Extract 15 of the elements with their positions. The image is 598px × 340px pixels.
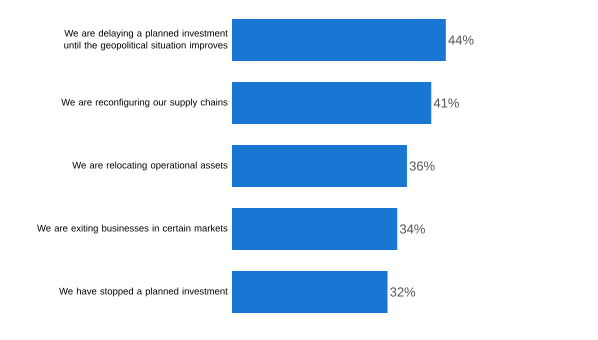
y-tick-label: We are exiting businesses in certain markets — [37, 224, 228, 234]
y-tick-label: We are delaying a planned investment until the geopolitical situation improves — [64, 30, 228, 50]
bar — [232, 271, 388, 314]
y-tick-label: We are reconfiguring our supply chains — [61, 98, 228, 108]
bar — [232, 19, 446, 62]
data-label: 41% — [434, 98, 459, 108]
y-tick-label: We are relocating operational assets — [72, 162, 228, 170]
bar — [232, 145, 407, 188]
data-label: 44% — [448, 35, 474, 45]
data-label: 32% — [390, 287, 416, 297]
y-tick-label: We have stopped a planned investment — [59, 288, 228, 296]
data-label: 34% — [400, 224, 425, 234]
data-label: 36% — [410, 161, 435, 171]
bar — [232, 208, 398, 250]
bar — [232, 82, 432, 124]
